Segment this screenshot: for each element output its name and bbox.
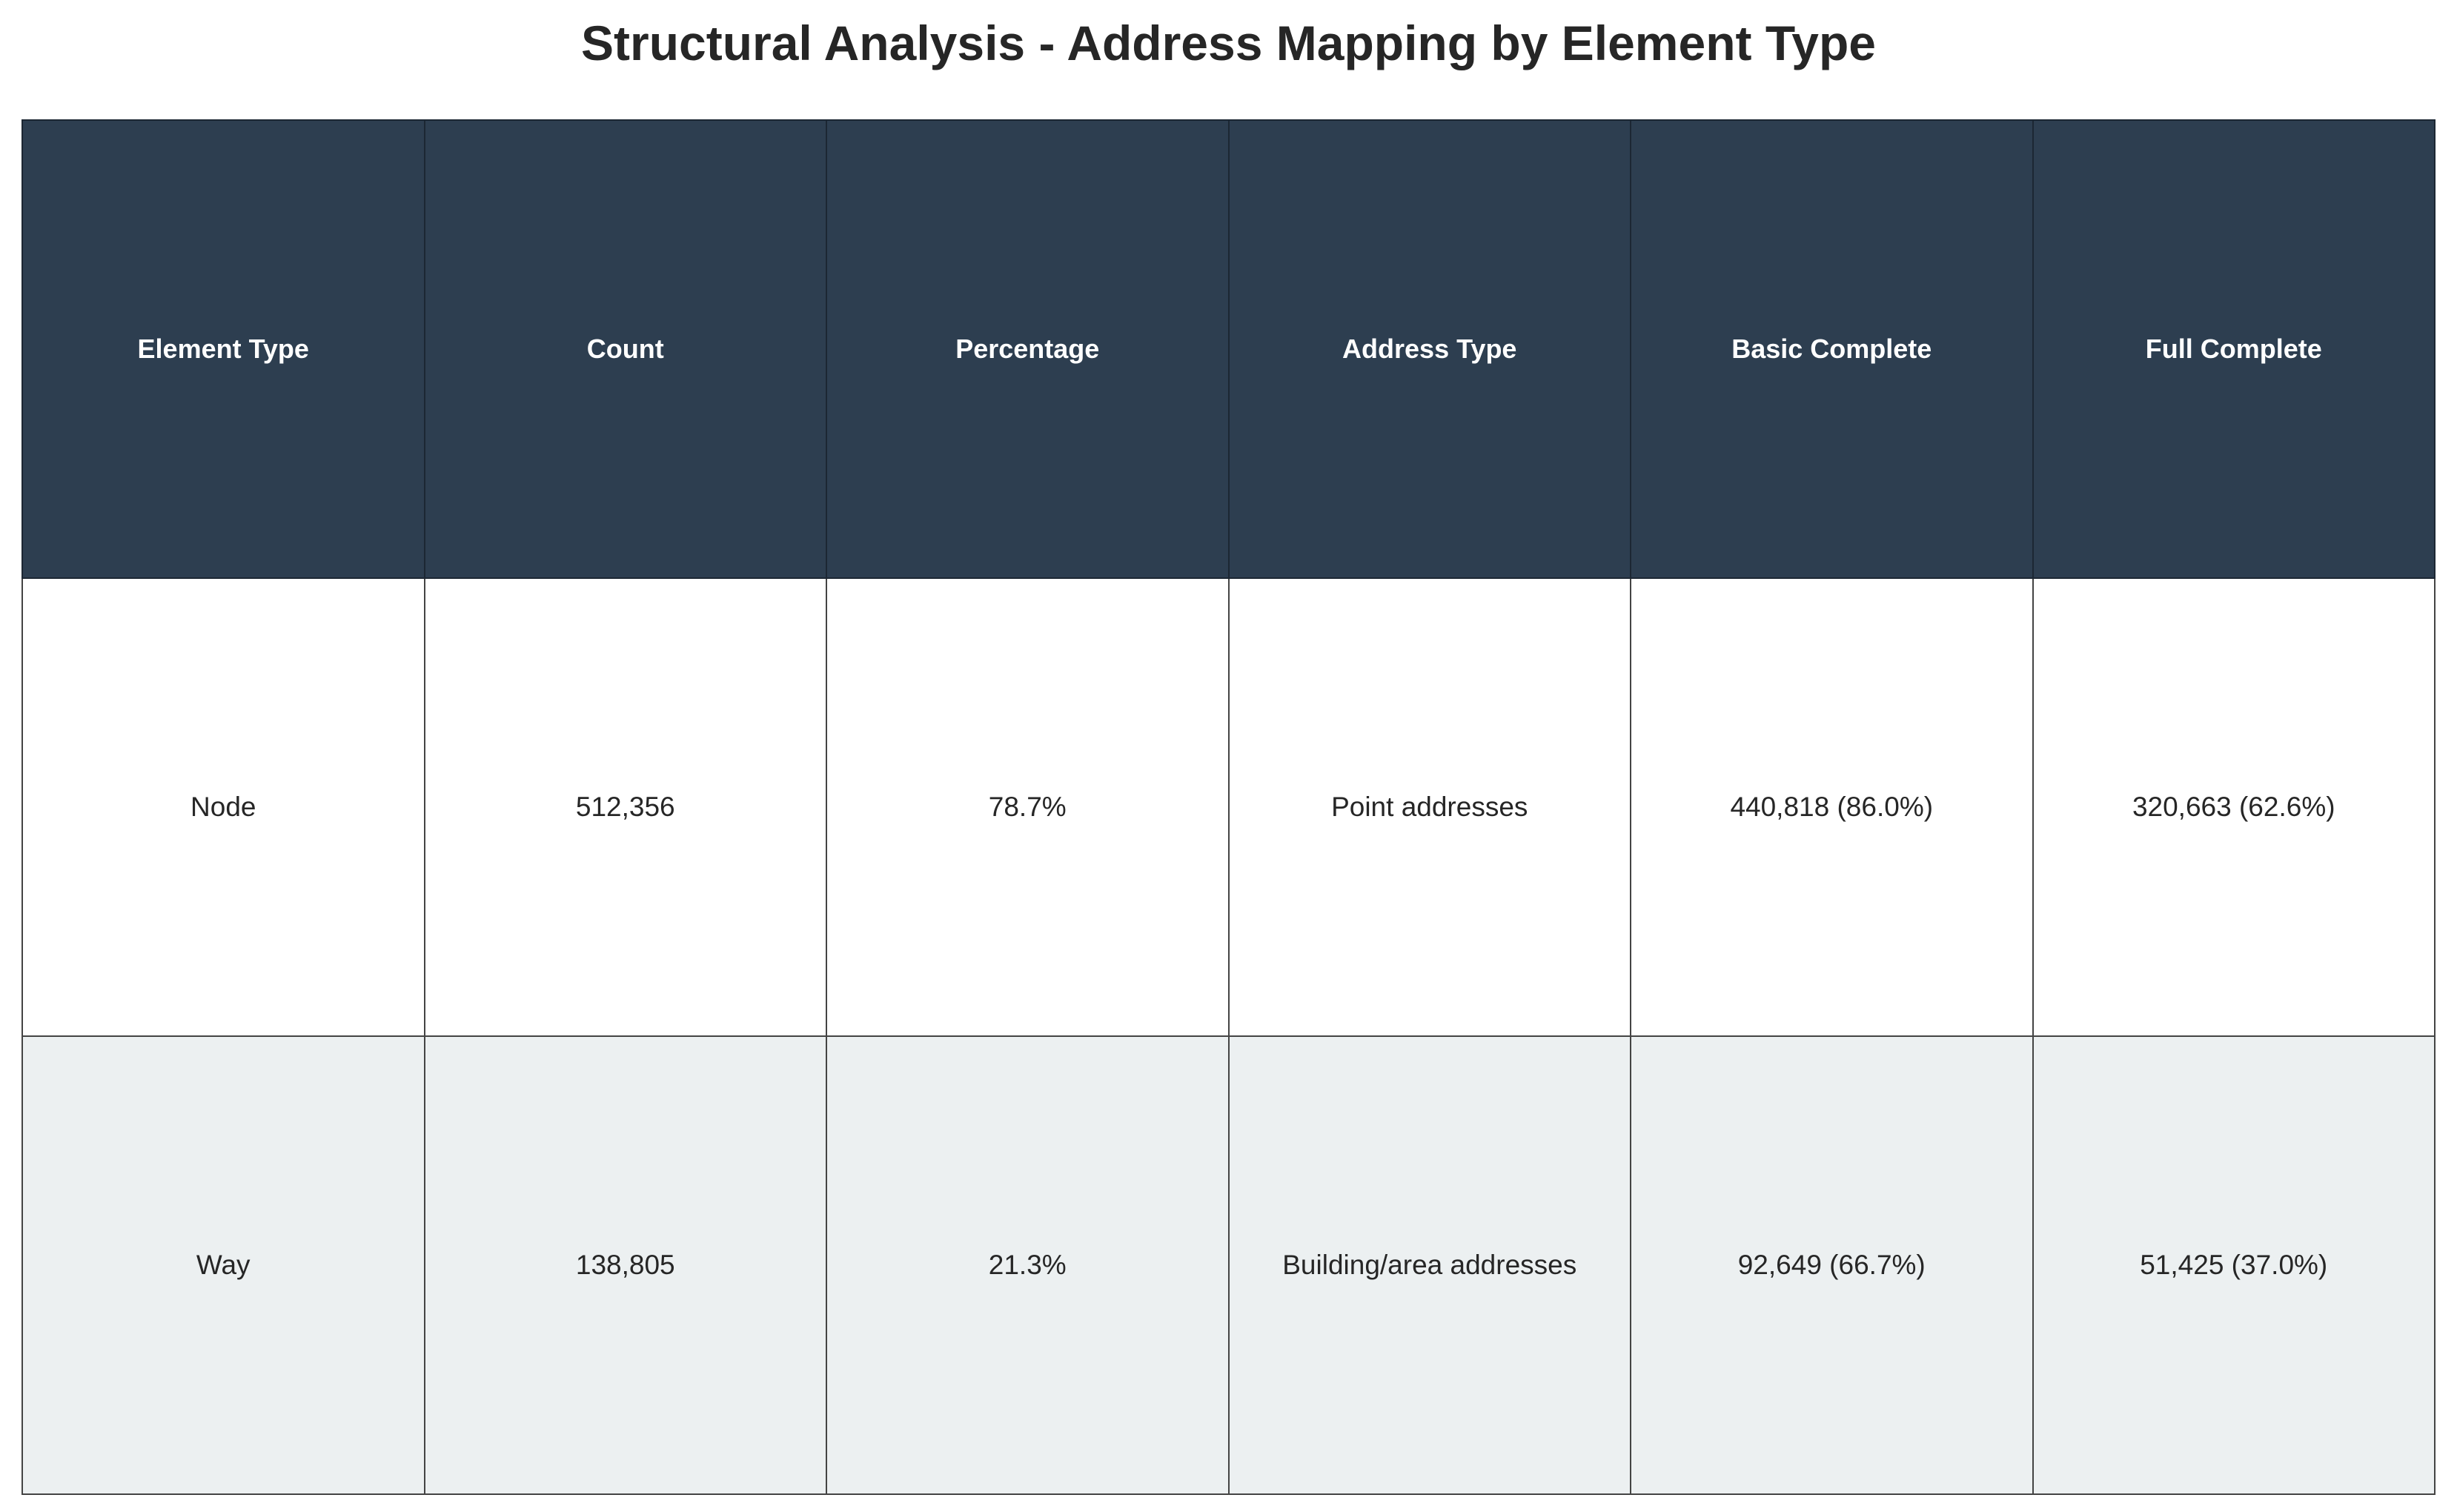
table-row: Node 512,356 78.7% Point addresses 440,8… [21,577,2436,1037]
table-header-row: Element Type Count Percentage Address Ty… [21,119,2436,579]
cell-percentage: 21.3% [826,1035,1230,1495]
cell-address-type: Building/area addresses [1227,1035,1631,1495]
cell-percentage: 78.7% [826,577,1230,1037]
cell-basic-complete: 440,818 (86.0%) [1630,577,2034,1037]
header-full-complete: Full Complete [2032,119,2436,579]
cell-full-complete: 51,425 (37.0%) [2032,1035,2436,1495]
cell-basic-complete: 92,649 (66.7%) [1630,1035,2034,1495]
cell-element-type: Way [21,1035,425,1495]
table-row: Way 138,805 21.3% Building/area addresse… [21,1035,2436,1495]
header-count: Count [423,119,827,579]
cell-count: 138,805 [423,1035,827,1495]
cell-count: 512,356 [423,577,827,1037]
cell-element-type: Node [21,577,425,1037]
header-address-type: Address Type [1227,119,1631,579]
header-basic-complete: Basic Complete [1630,119,2034,579]
header-element-type: Element Type [21,119,425,579]
chart-title: Structural Analysis - Address Mapping by… [581,16,1876,70]
cell-full-complete: 320,663 (62.6%) [2032,577,2436,1037]
cell-address-type: Point addresses [1227,577,1631,1037]
header-percentage: Percentage [826,119,1230,579]
data-table: Element Type Count Percentage Address Ty… [21,119,2436,1495]
